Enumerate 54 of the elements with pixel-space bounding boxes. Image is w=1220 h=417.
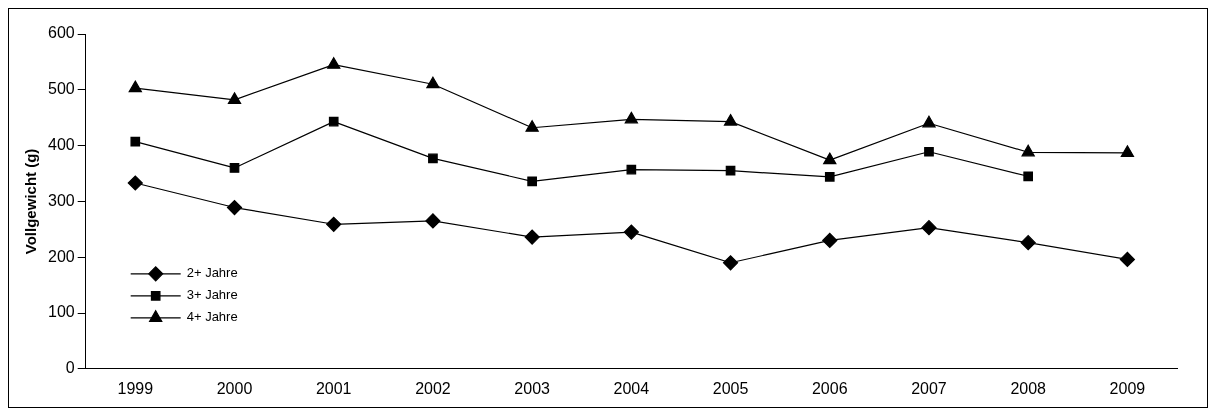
point — [823, 152, 837, 165]
point — [1120, 145, 1135, 157]
y-tick-label: 500 — [47, 80, 75, 98]
point — [425, 213, 441, 229]
x-tick-label: 2004 — [613, 379, 650, 397]
point — [1020, 235, 1036, 251]
point — [227, 92, 242, 104]
point — [525, 120, 539, 132]
point — [1023, 171, 1034, 182]
point — [1119, 251, 1135, 268]
x-tick-label: 2003 — [514, 379, 551, 397]
y-tick-label: 0 — [65, 359, 75, 377]
point — [626, 164, 637, 175]
y-tick-label: 200 — [47, 247, 75, 265]
point — [524, 229, 540, 245]
point — [922, 115, 936, 128]
point — [723, 114, 738, 126]
point — [623, 224, 639, 240]
point — [326, 216, 342, 232]
point — [624, 111, 639, 124]
point — [327, 57, 341, 69]
x-tick-label: 2006 — [811, 379, 848, 397]
x-tick-label: 2001 — [315, 379, 352, 397]
y-tick-label: 600 — [47, 24, 75, 42]
point — [722, 255, 739, 271]
y-tick-label: 300 — [47, 191, 75, 209]
point — [725, 165, 736, 176]
point — [130, 136, 141, 147]
point — [128, 80, 142, 93]
legend-label: 3+ Jahre — [186, 287, 238, 303]
legend-label: 4+ Jahre — [186, 309, 238, 325]
point — [328, 116, 339, 127]
point — [1021, 144, 1035, 157]
y-axis-title: Vollgewicht (g) — [22, 148, 40, 255]
legend-label: 2+ Jahre — [186, 265, 238, 281]
x-tick-label: 2002 — [415, 379, 451, 397]
point — [426, 76, 440, 89]
x-tick-label: 1999 — [117, 379, 154, 397]
point — [527, 176, 537, 187]
point — [229, 163, 240, 173]
x-tick-label: 2008 — [1010, 379, 1047, 397]
point — [428, 153, 438, 164]
y-tick-label: 400 — [47, 136, 75, 154]
point — [226, 199, 243, 216]
point — [824, 172, 835, 182]
x-tick-label: 2005 — [712, 379, 749, 397]
point — [921, 220, 937, 236]
point — [822, 232, 838, 249]
y-tick-label: 100 — [47, 303, 75, 321]
x-tick-label: 2009 — [1109, 379, 1146, 397]
point — [127, 175, 143, 191]
x-tick-label: 2000 — [216, 379, 253, 397]
point — [924, 146, 934, 157]
x-tick-label: 2007 — [911, 379, 947, 397]
